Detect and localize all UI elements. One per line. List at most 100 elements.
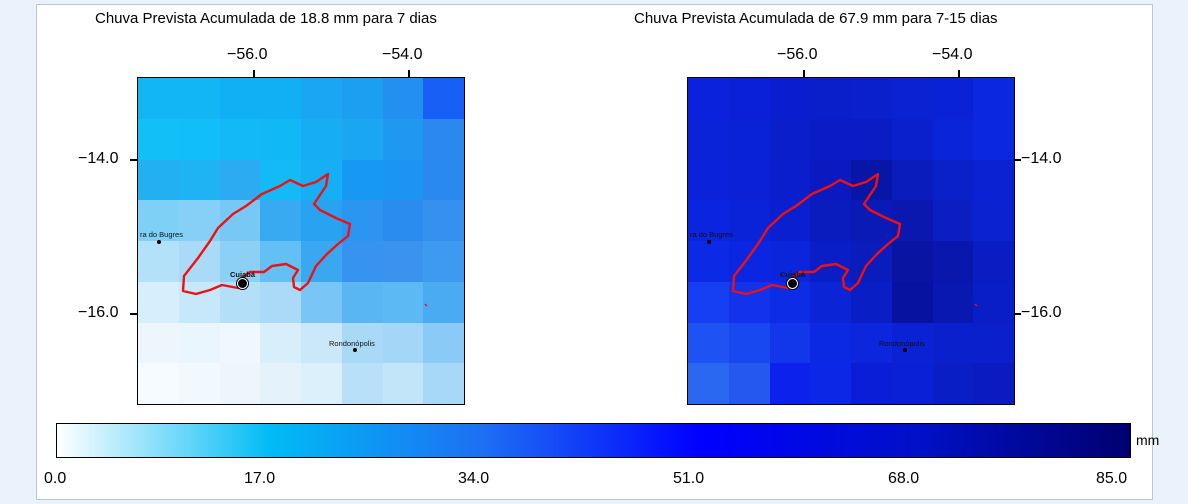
grid-cell bbox=[382, 363, 424, 404]
grid-cell bbox=[382, 118, 424, 160]
grid-cell bbox=[932, 78, 974, 119]
grid-cell bbox=[810, 159, 851, 201]
grid-cell bbox=[138, 281, 179, 323]
grid-cell bbox=[728, 322, 770, 364]
grid-cell bbox=[341, 241, 383, 282]
city-marker bbox=[903, 348, 907, 352]
map-title: Chuva Prevista Acumulada de 18.8 mm para… bbox=[95, 10, 437, 27]
grid-cell bbox=[769, 159, 811, 201]
grid-cell bbox=[891, 363, 933, 404]
grid-cell bbox=[341, 281, 383, 323]
grid-cell bbox=[728, 118, 770, 160]
grid-cell bbox=[973, 241, 1014, 282]
grid-cell bbox=[382, 159, 424, 201]
map-title: Chuva Prevista Acumulada de 67.9 mm para… bbox=[634, 10, 998, 27]
grid-cell bbox=[382, 78, 424, 119]
grid-cell bbox=[973, 159, 1014, 201]
city-label: Cuiabá bbox=[780, 270, 806, 279]
city-marker bbox=[707, 240, 711, 244]
colorbar-label: 68.0 bbox=[888, 470, 920, 487]
grid-cell bbox=[932, 159, 974, 201]
tick-mark bbox=[408, 70, 410, 78]
grid-cell bbox=[219, 363, 261, 404]
colorbar-label: 85.0 bbox=[1096, 470, 1128, 487]
grid-cell bbox=[728, 200, 770, 241]
grid-cell bbox=[341, 78, 383, 119]
grid-cell bbox=[260, 200, 301, 241]
grid-cell bbox=[769, 322, 811, 364]
grid-cell bbox=[810, 200, 851, 241]
grid-cell bbox=[178, 363, 220, 404]
grid-cell bbox=[301, 118, 342, 160]
grid-cell bbox=[138, 241, 179, 282]
grid-cell bbox=[382, 241, 424, 282]
capital-marker bbox=[237, 278, 248, 289]
tick-mark bbox=[803, 70, 805, 78]
grid-cell bbox=[301, 363, 342, 404]
grid-cell bbox=[891, 159, 933, 201]
grid-cell bbox=[423, 200, 464, 241]
grid-cell bbox=[810, 322, 851, 364]
grid-cell bbox=[382, 281, 424, 323]
grid-cell bbox=[688, 363, 729, 404]
grid-cell bbox=[891, 322, 933, 364]
grid-cell bbox=[219, 241, 261, 282]
grid-cell bbox=[423, 78, 464, 119]
grid-cell bbox=[382, 200, 424, 241]
colorbar bbox=[56, 423, 1131, 458]
grid-cell bbox=[688, 78, 729, 119]
grid-cell bbox=[973, 281, 1014, 323]
grid-cell bbox=[973, 200, 1014, 241]
lon-tick-label: −54.0 bbox=[382, 46, 423, 63]
grid-cell bbox=[341, 363, 383, 404]
lon-tick-label: −54.0 bbox=[932, 46, 973, 63]
grid-cell bbox=[851, 200, 892, 241]
rainfall-grid bbox=[688, 78, 1014, 404]
grid-cell bbox=[260, 159, 301, 201]
grid-cell bbox=[178, 78, 220, 119]
grid-cell bbox=[810, 281, 851, 323]
tick-mark bbox=[1013, 313, 1021, 315]
grid-cell bbox=[423, 322, 464, 364]
tick-mark bbox=[130, 159, 138, 161]
grid-cell bbox=[973, 363, 1014, 404]
grid-cell bbox=[341, 118, 383, 160]
city-marker bbox=[353, 348, 357, 352]
grid-cell bbox=[932, 200, 974, 241]
grid-cell bbox=[423, 281, 464, 323]
city-marker bbox=[157, 240, 161, 244]
grid-cell bbox=[769, 363, 811, 404]
grid-cell bbox=[810, 78, 851, 119]
rainfall-grid bbox=[138, 78, 464, 404]
grid-cell bbox=[891, 281, 933, 323]
grid-cell bbox=[851, 78, 892, 119]
grid-cell bbox=[138, 159, 179, 201]
lat-tick-label: −16.0 bbox=[1021, 304, 1062, 321]
grid-cell bbox=[688, 159, 729, 201]
grid-cell bbox=[728, 159, 770, 201]
lon-tick-label: −56.0 bbox=[227, 46, 268, 63]
city-label: Rondonópolis bbox=[879, 339, 925, 348]
grid-cell bbox=[260, 118, 301, 160]
basin-outline bbox=[181, 172, 428, 307]
grid-cell bbox=[769, 78, 811, 119]
tick-mark bbox=[958, 70, 960, 78]
grid-cell bbox=[138, 363, 179, 404]
grid-cell bbox=[178, 200, 220, 241]
grid-cell bbox=[728, 363, 770, 404]
city-label: Rondonópolis bbox=[329, 339, 375, 348]
grid-cell bbox=[688, 281, 729, 323]
grid-cell bbox=[382, 322, 424, 364]
grid-cell bbox=[973, 118, 1014, 160]
grid-cell bbox=[932, 241, 974, 282]
capital-marker bbox=[787, 278, 798, 289]
grid-cell bbox=[138, 78, 179, 119]
grid-cell bbox=[688, 118, 729, 160]
grid-cell bbox=[932, 322, 974, 364]
grid-cell bbox=[728, 78, 770, 119]
city-label: ra do Bugres bbox=[140, 230, 183, 239]
grid-cell bbox=[973, 322, 1014, 364]
lat-tick-label: −14.0 bbox=[78, 150, 119, 167]
grid-cell bbox=[178, 322, 220, 364]
grid-cell bbox=[138, 200, 179, 241]
